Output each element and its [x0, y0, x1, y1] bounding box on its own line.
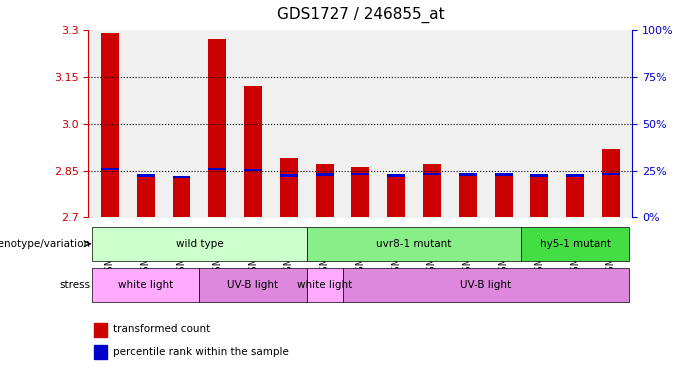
Bar: [280, 158, 298, 218]
Bar: [352, 172, 369, 175]
Bar: [530, 177, 548, 218]
Bar: [387, 174, 405, 177]
Bar: [387, 174, 405, 217]
Bar: [137, 174, 154, 217]
Text: UV-B light: UV-B light: [228, 280, 279, 290]
Bar: [316, 164, 334, 218]
Bar: [459, 174, 477, 217]
Text: genotype/variation: genotype/variation: [0, 239, 90, 249]
Bar: [101, 33, 119, 218]
FancyBboxPatch shape: [92, 227, 307, 261]
Text: UV-B light: UV-B light: [460, 280, 511, 290]
FancyBboxPatch shape: [199, 268, 307, 302]
Bar: [94, 345, 107, 359]
Title: GDS1727 / 246855_at: GDS1727 / 246855_at: [277, 7, 444, 23]
Text: wild type: wild type: [175, 239, 223, 249]
Text: hy5-1 mutant: hy5-1 mutant: [540, 239, 611, 249]
Bar: [459, 173, 477, 176]
Text: transformed count: transformed count: [113, 324, 210, 334]
FancyBboxPatch shape: [522, 227, 629, 261]
Bar: [94, 322, 107, 337]
Bar: [173, 176, 190, 178]
Bar: [244, 86, 262, 218]
FancyBboxPatch shape: [307, 227, 522, 261]
Bar: [316, 173, 334, 176]
Bar: [244, 169, 262, 171]
Bar: [494, 174, 513, 217]
Text: uvr8-1 mutant: uvr8-1 mutant: [377, 239, 452, 249]
Text: white light: white light: [297, 280, 352, 290]
Bar: [173, 177, 190, 218]
Bar: [602, 172, 620, 175]
Bar: [530, 174, 548, 177]
Bar: [101, 168, 119, 170]
FancyBboxPatch shape: [343, 268, 629, 302]
Bar: [566, 174, 584, 217]
Bar: [208, 39, 226, 218]
Bar: [137, 174, 154, 177]
Bar: [280, 174, 298, 177]
Bar: [208, 168, 226, 170]
Text: white light: white light: [118, 280, 173, 290]
Text: percentile rank within the sample: percentile rank within the sample: [113, 347, 289, 357]
Bar: [602, 149, 620, 217]
Bar: [423, 164, 441, 218]
FancyBboxPatch shape: [307, 268, 343, 302]
FancyBboxPatch shape: [92, 268, 199, 302]
Text: stress: stress: [59, 280, 90, 290]
Bar: [423, 172, 441, 175]
Bar: [494, 173, 513, 176]
Bar: [352, 168, 369, 217]
Bar: [566, 174, 584, 177]
